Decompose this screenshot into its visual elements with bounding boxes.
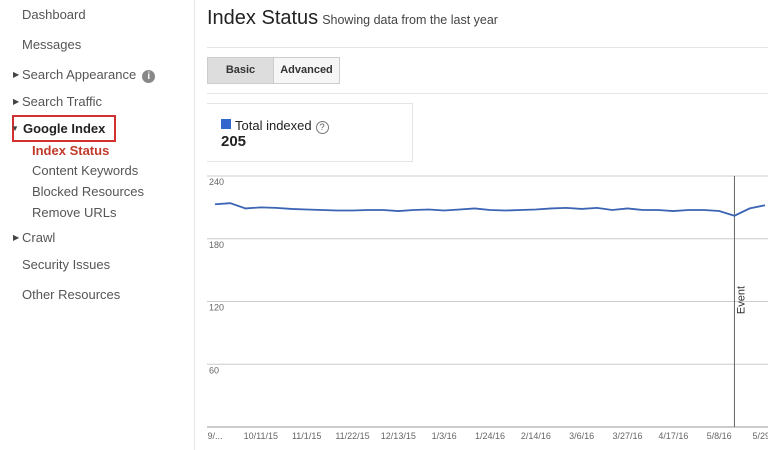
help-icon[interactable]: ?	[315, 121, 329, 134]
x-tick-label: 11/1/15	[292, 431, 321, 441]
x-tick-label: 10/11/15	[244, 431, 278, 441]
nav-item[interactable]: Security Issues	[22, 257, 111, 272]
y-tick-label: 180	[209, 240, 224, 250]
nav-item[interactable]: Google Index	[11, 115, 117, 142]
legend-label: Total indexed	[235, 118, 312, 133]
expand-arrow[interactable]: ▶	[13, 97, 20, 106]
nav-item[interactable]: Search Appearance i	[22, 67, 156, 83]
divider	[207, 93, 768, 94]
expand-arrow[interactable]: ▶	[13, 70, 20, 79]
x-tick-label: 4/17/16	[658, 431, 688, 441]
x-tick-label: 2/14/16	[521, 431, 551, 441]
x-tick-label: 12/13/15	[381, 431, 416, 441]
x-tick-label: 9/...	[207, 431, 222, 441]
sidebar: Dashboard Messages Search Appearance i ▶ Sear…	[0, 0, 195, 450]
legend-swatch	[221, 119, 231, 129]
nav-subitem[interactable]: Remove URLs	[32, 205, 117, 220]
x-tick-label: 5/8/16	[707, 431, 732, 441]
summary-label: Total indexed?	[235, 118, 329, 134]
nav-subitem[interactable]: Blocked Resources	[32, 184, 144, 199]
expand-arrow[interactable]: ▼	[11, 124, 19, 133]
x-tick-label: 5/29...	[752, 431, 768, 441]
tab[interactable]: Advanced	[273, 57, 340, 84]
data-line	[214, 202, 766, 217]
nav-item[interactable]: Messages	[22, 37, 82, 52]
nav-subitem[interactable]: Index Status	[32, 143, 110, 158]
subtitle: Showing data from the last year	[322, 13, 498, 27]
page-title: Index Status Showing data from the last y…	[207, 7, 498, 30]
x-tick-label: 3/6/16	[569, 431, 594, 441]
nav-item[interactable]: Crawl	[22, 230, 56, 245]
x-tick-label: 11/22/15	[335, 431, 369, 441]
y-tick-label: 120	[209, 303, 224, 313]
nav-item[interactable]: Other Resources	[22, 287, 121, 302]
info-icon[interactable]: i	[142, 70, 156, 83]
nav-item[interactable]: Dashboard	[22, 7, 86, 22]
y-tick-label: 240	[209, 177, 224, 187]
y-tick-label: 60	[209, 365, 219, 375]
summary-value: 205	[221, 133, 247, 150]
tab[interactable]: Basic	[207, 57, 274, 84]
event-label: Event	[735, 286, 747, 314]
x-tick-label: 3/27/16	[612, 431, 642, 441]
x-tick-label: 1/3/16	[432, 431, 457, 441]
divider	[207, 47, 768, 48]
expand-arrow[interactable]: ▶	[13, 233, 20, 242]
summary-box: Total indexed? 205	[207, 103, 413, 162]
nav-item[interactable]: Search Traffic	[22, 94, 102, 109]
nav-subitem[interactable]: Content Keywords	[32, 163, 139, 178]
title-text: Index Status	[207, 7, 319, 29]
x-tick-label: 1/24/16	[475, 431, 505, 441]
